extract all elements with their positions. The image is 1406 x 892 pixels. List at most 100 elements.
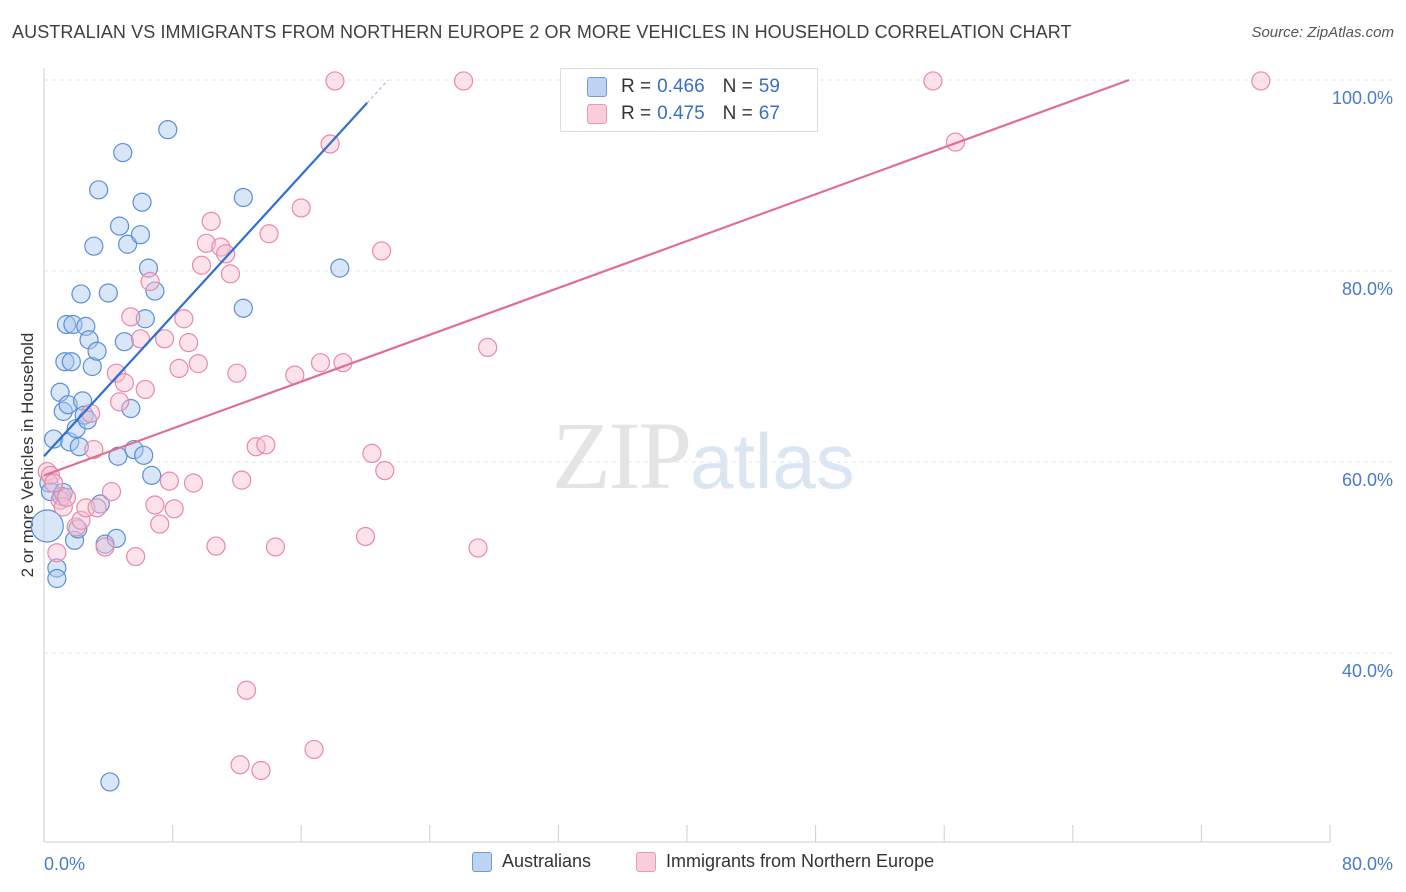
point-immigrants xyxy=(101,482,122,502)
point-immigrants xyxy=(291,198,311,218)
point-australians xyxy=(330,258,350,278)
y-tick-label: 60.0% xyxy=(1342,470,1393,490)
trend-lines xyxy=(43,78,1130,477)
point-australians xyxy=(55,352,75,372)
point-immigrants xyxy=(44,473,64,493)
legend-row-immigrants: R = 0.475 N = 67 xyxy=(587,102,780,126)
point-immigrants xyxy=(95,537,115,557)
point-australians xyxy=(61,352,81,372)
point-australians xyxy=(114,332,134,352)
point-immigrants xyxy=(109,392,130,412)
series-australians xyxy=(30,120,350,792)
tick-labels: 100.0% 80.0% 60.0% 40.0% 0.0% 80.0% xyxy=(44,88,1393,874)
trendline-australians xyxy=(43,102,368,458)
point-immigrants xyxy=(183,473,204,493)
point-immigrants xyxy=(56,487,77,507)
point-immigrants xyxy=(164,499,184,519)
point-immigrants xyxy=(478,337,498,357)
point-australians xyxy=(84,236,104,256)
point-immigrants xyxy=(47,543,67,563)
bottom-legend-australians: Australians xyxy=(472,851,591,872)
bottom-legend-label: Australians xyxy=(502,851,592,871)
point-immigrants xyxy=(325,71,345,91)
point-immigrants xyxy=(220,264,241,284)
point-australians xyxy=(121,398,141,419)
x-tick-label: 0.0% xyxy=(44,854,85,874)
point-immigrants xyxy=(362,443,382,464)
grid-lines xyxy=(44,79,1392,654)
chart-title: AUSTRALIAN VS IMMIGRANTS FROM NORTHERN E… xyxy=(12,22,1072,42)
legend-n-value: 59 xyxy=(758,76,780,97)
legend-swatch-blue xyxy=(587,77,607,97)
point-immigrants xyxy=(140,271,160,292)
point-australians xyxy=(100,772,120,792)
point-immigrants xyxy=(371,241,392,261)
point-immigrants xyxy=(304,739,324,760)
point-immigrants xyxy=(135,379,155,400)
x-tick-label: 80.0% xyxy=(1342,854,1393,874)
point-immigrants xyxy=(227,363,247,383)
y-tick-label: 100.0% xyxy=(1332,88,1393,108)
point-immigrants xyxy=(230,755,250,775)
point-immigrants xyxy=(179,333,199,353)
trendline-australians-extension xyxy=(366,79,389,104)
legend-r-label: R = xyxy=(621,103,652,124)
point-australians xyxy=(117,234,138,254)
point-australians xyxy=(58,395,78,415)
point-immigrants xyxy=(154,329,175,349)
legend-row-australians: R = 0.466 N = 59 xyxy=(587,75,780,99)
point-immigrants xyxy=(375,460,395,481)
point-immigrants xyxy=(71,510,91,530)
legend-n-value: 67 xyxy=(758,103,780,124)
point-immigrants xyxy=(206,536,226,556)
axes xyxy=(43,68,1331,843)
watermark: ZIPatlas xyxy=(552,400,855,511)
point-immigrants xyxy=(159,471,179,491)
point-australians xyxy=(142,465,162,485)
correlation-legend: R = 0.466 N = 59 R = 0.475 N = 67 xyxy=(560,68,818,132)
point-immigrants xyxy=(355,526,376,547)
watermark-atlas: atlas xyxy=(690,417,855,505)
point-australians xyxy=(82,356,102,377)
point-immigrants xyxy=(1251,71,1271,91)
point-australians xyxy=(87,341,107,361)
point-immigrants xyxy=(87,498,107,518)
point-australians xyxy=(44,429,64,449)
point-australians xyxy=(56,314,77,335)
watermark-zip: ZIP xyxy=(552,402,692,509)
bottom-legend-swatch-pink xyxy=(636,851,656,872)
point-australians xyxy=(71,284,91,304)
point-immigrants xyxy=(923,71,943,91)
trendline-immigrants xyxy=(43,78,1130,477)
point-immigrants xyxy=(121,307,141,327)
bottom-legend-label: Immigrants from Northern Europe xyxy=(666,851,935,871)
point-immigrants xyxy=(201,211,221,231)
point-immigrants xyxy=(453,71,474,91)
point-immigrants xyxy=(468,538,488,558)
point-australians xyxy=(109,216,130,236)
legend-swatch-pink xyxy=(587,104,607,124)
point-australians xyxy=(69,437,89,457)
point-immigrants xyxy=(126,546,146,567)
legend-n-label: N = xyxy=(722,76,753,97)
point-immigrants xyxy=(188,354,208,374)
legend-r-label: R = xyxy=(621,76,652,97)
point-australians xyxy=(79,330,99,350)
point-immigrants xyxy=(236,680,257,700)
point-immigrants xyxy=(196,233,216,253)
point-immigrants xyxy=(310,353,331,373)
point-australians xyxy=(47,558,67,578)
point-immigrants xyxy=(256,435,276,455)
point-immigrants xyxy=(246,437,266,457)
point-australians xyxy=(132,192,152,212)
point-australians xyxy=(89,180,109,200)
point-australians xyxy=(113,142,133,163)
point-immigrants xyxy=(945,132,966,152)
point-australians xyxy=(47,568,67,589)
point-immigrants xyxy=(84,439,104,460)
point-immigrants xyxy=(259,224,279,244)
point-immigrants xyxy=(150,514,170,534)
source-label: Source: ZipAtlas.com xyxy=(1251,24,1394,41)
point-immigrants xyxy=(169,358,189,379)
legend-r-value: 0.466 xyxy=(657,76,705,97)
